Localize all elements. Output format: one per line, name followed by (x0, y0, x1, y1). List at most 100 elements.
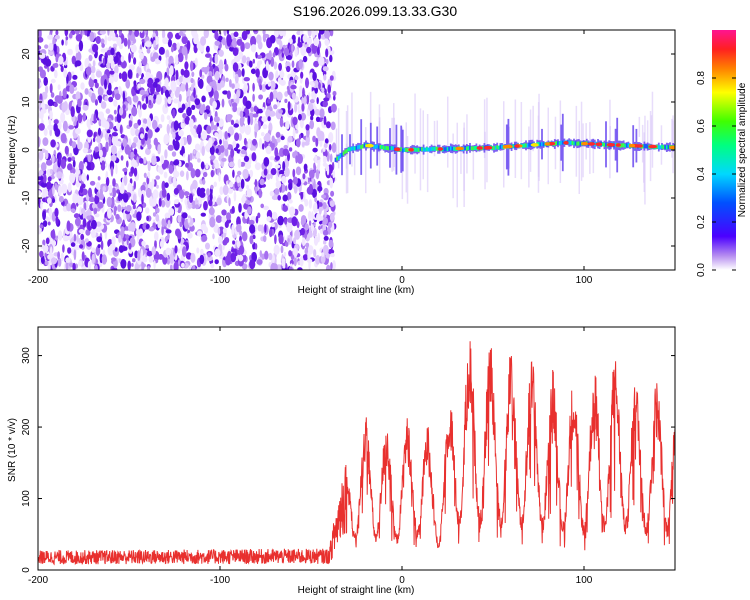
signal-peak (437, 147, 444, 151)
spectrogram-noise-cell (272, 211, 278, 220)
spectrogram-noise-cell (315, 254, 321, 265)
spectrogram-noise-cell (151, 246, 156, 256)
spectrogram-noise-cell (75, 44, 79, 53)
spectrogram-noise-cell (322, 100, 329, 108)
spectrogram-noise-cell (50, 139, 56, 148)
spectrogram-streak (452, 133, 454, 199)
spectrogram-noise-cell (139, 158, 144, 164)
spectrogram-streak (528, 126, 530, 188)
spectrogram-noise-cell (93, 79, 98, 84)
spectrogram-noise-cell (299, 118, 304, 129)
spectrogram-noise-cell (72, 262, 76, 270)
spectrogram-noise-cell (92, 43, 99, 53)
spectrogram-noise-cell (116, 36, 122, 46)
spectrogram-noise-cell (40, 182, 48, 188)
spectrogram-noise-cell (202, 179, 206, 185)
spectrogram-noise-cell (114, 65, 119, 75)
spectrogram-noise-cell (49, 253, 55, 259)
spectrogram-noise-cell (73, 233, 77, 242)
spectrogram-noise-cell (266, 216, 272, 222)
spectrogram-noise-cell (115, 213, 120, 220)
spectrogram-noise-cell (281, 258, 286, 263)
spectrogram-noise-cell (330, 253, 335, 258)
spectrogram-noise-cell (152, 81, 158, 88)
spectrogram-noise-cell (283, 144, 289, 150)
spectrogram-noise-cell (203, 30, 209, 39)
spectrogram-noise-cell (298, 204, 304, 212)
spectrogram-noise-cell (323, 115, 327, 126)
signal-core-cell (491, 146, 494, 151)
spectrogram-streak (406, 136, 409, 204)
spectrogram-noise-cell (92, 203, 98, 210)
spectrogram-noise-cell (50, 257, 58, 265)
signal-peak (365, 143, 374, 148)
spectrogram-streak (433, 120, 436, 157)
spectrogram-noise-cell (317, 130, 325, 141)
spectrogram-streak (466, 114, 468, 174)
spectrogram-noise-cell (218, 35, 223, 41)
spectrogram-noise-cell (200, 248, 204, 256)
spectrogram-y-tick-label: -10 (21, 190, 32, 205)
signal-core-cell (352, 146, 355, 151)
spectrogram-noise-cell (324, 138, 329, 144)
signal-core-cell (664, 145, 667, 150)
spectrogram-noise-cell (284, 167, 290, 177)
colorbar: 0.0 0.2 0.4 0.6 0.8 Normalized spectral ampl… (696, 30, 748, 277)
spectrogram-noise-cell (270, 262, 277, 270)
spectrogram-streak (483, 99, 486, 158)
spectrogram-noise-cell (49, 110, 53, 120)
spectrogram-noise-cell (167, 144, 174, 151)
spectrogram-noise-cell (114, 247, 118, 252)
spectrogram-streak (486, 97, 488, 183)
signal-core-cell (496, 145, 499, 150)
spectrogram-noise-cell (201, 145, 205, 157)
snr-y-tick-label: 100 (21, 490, 32, 507)
spectrogram-noise-cell (259, 84, 263, 91)
spectrogram-noise-cell (269, 110, 276, 117)
spectrogram-noise-cell (288, 147, 293, 152)
spectrogram-noise-cell (106, 89, 113, 96)
spectrogram-noise-cell (245, 200, 251, 205)
signal-core-cell (621, 143, 623, 148)
spectrogram-noise-cell (271, 195, 278, 201)
spectrogram-streak (353, 153, 356, 176)
spectrogram-noise-cell (163, 133, 170, 145)
spectrogram-noise-cell (200, 161, 205, 170)
spectrogram-noise-cell (131, 208, 134, 215)
signal-core-cell (576, 141, 579, 146)
signal-core-cell (358, 144, 361, 149)
spectrogram-noise-cell (82, 112, 87, 122)
spectrogram-noise-cell (181, 103, 186, 111)
spectrogram-noise-cell (230, 119, 235, 126)
signal-core-cell (473, 146, 476, 150)
signal-core-cell (579, 141, 582, 146)
spectrogram-noise-cell (245, 100, 252, 110)
spectrogram-noise-cell (78, 175, 82, 182)
spectrogram-noise-cell (214, 248, 221, 257)
spectrogram-noise-cell (66, 220, 71, 232)
spectrogram-noise-cell (302, 55, 308, 63)
spectrogram-noise-cell (328, 221, 333, 229)
spectrogram-noise-cell (222, 184, 229, 196)
spectrogram-noise-cell (249, 169, 254, 178)
spectrogram-noise-cell (221, 37, 226, 46)
spectrogram-noise-cell (183, 69, 190, 78)
spectrogram-noise-cell (122, 193, 129, 203)
spectrogram-noise-cell (42, 210, 46, 221)
spectrogram-noise-cell (321, 252, 325, 257)
spectrogram-noise-cell (107, 208, 112, 219)
spectrogram-noise-cell (299, 85, 303, 94)
spectrogram-noise-cell (145, 223, 150, 230)
spectrogram-noise-cell (325, 164, 330, 172)
spectrogram-noise-cell (53, 102, 58, 108)
spectrogram-noise-cell (48, 51, 54, 56)
spectrogram-noise-cell (88, 187, 92, 198)
spectrogram-noise-cell (204, 66, 208, 75)
spectrogram-noise-cell (77, 113, 83, 124)
spectrogram-x-tick-label: 0 (399, 275, 405, 286)
spectrogram-noise-cell (196, 127, 200, 135)
spectrogram-noise-cell (267, 81, 272, 87)
spectrogram-noise-cell (287, 135, 293, 143)
spectrogram-noise-cell (119, 107, 124, 116)
